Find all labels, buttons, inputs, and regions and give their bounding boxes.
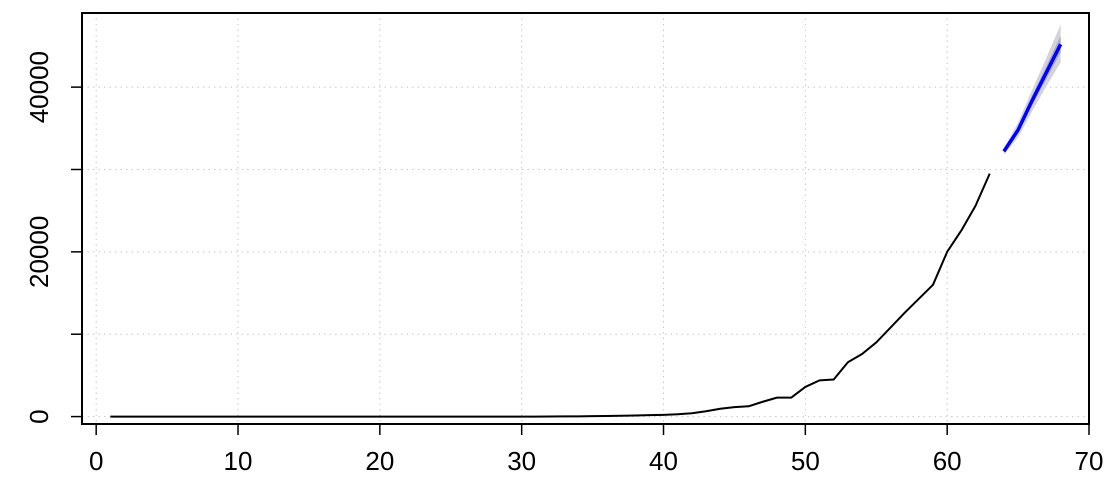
x-tick-label: 50 <box>791 446 820 476</box>
grid-lines <box>82 13 1090 424</box>
y-tick-label: 40000 <box>24 51 54 123</box>
x-tick-label: 70 <box>1075 446 1104 476</box>
y-axis: 0 20000 40000 <box>24 51 82 424</box>
y-tick-label: 0 <box>24 409 54 423</box>
forecast-interval-outer <box>1003 24 1061 155</box>
x-tick-label: 40 <box>649 446 678 476</box>
plot-frame <box>81 12 1090 425</box>
forecast-series-line <box>1002 43 1063 153</box>
x-tick-label: 30 <box>507 446 536 476</box>
x-axis: 0 10 20 30 40 50 60 70 <box>89 424 1104 476</box>
y-tick-label: 20000 <box>24 216 54 288</box>
observed-series-line <box>110 173 991 418</box>
x-tick-label: 20 <box>365 446 394 476</box>
x-tick-label: 60 <box>933 446 962 476</box>
forecast-interval-bands <box>1003 24 1061 155</box>
x-tick-label: 0 <box>89 446 103 476</box>
data-lines <box>110 43 1063 418</box>
x-tick-label: 10 <box>224 446 253 476</box>
